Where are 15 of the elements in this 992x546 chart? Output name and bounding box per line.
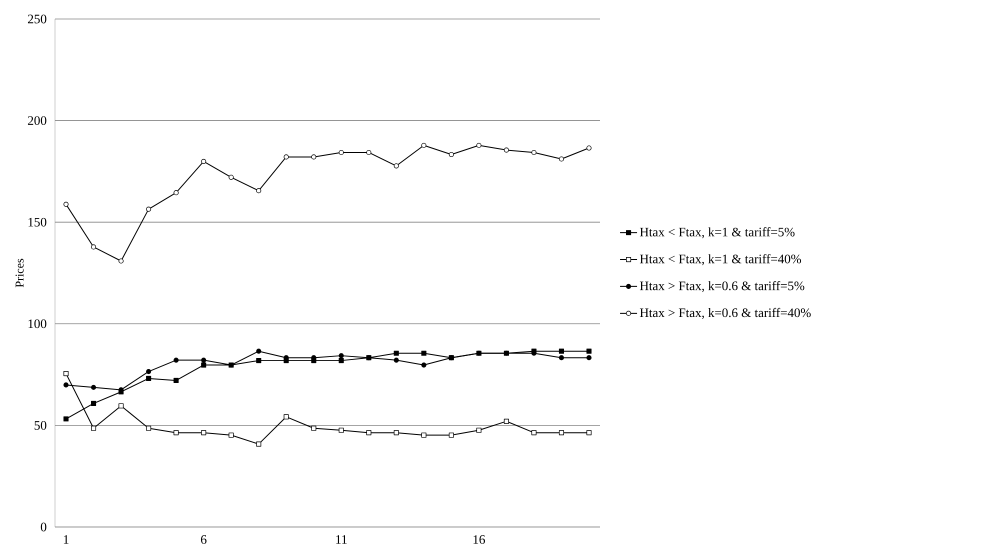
y-tick-label: 250 [28, 14, 46, 24]
x-tick-label: 11 [336, 535, 347, 544]
x-tick-label: 16 [474, 535, 485, 544]
y-tick-label: 0 [40, 522, 46, 532]
legend-label: Htax < Ftax, k=1 & tariff=40% [640, 254, 802, 266]
x-tick-label: 1 [64, 535, 68, 544]
legend-label: Htax > Ftax, k=0.6 & tariff=40% [640, 308, 811, 319]
y-axis-title: Prices [16, 258, 24, 288]
legend-label: Htax < Ftax, k=1 & tariff=5% [640, 227, 795, 238]
x-tick-label: 6 [200, 535, 206, 544]
y-tick-label: 150 [28, 218, 46, 227]
legend-label: Htax > Ftax, k=0.6 & tariff=5% [640, 280, 804, 292]
y-tick-label: 100 [28, 319, 46, 328]
y-tick-label: 50 [34, 421, 46, 430]
y-tick-label: 200 [28, 116, 46, 125]
